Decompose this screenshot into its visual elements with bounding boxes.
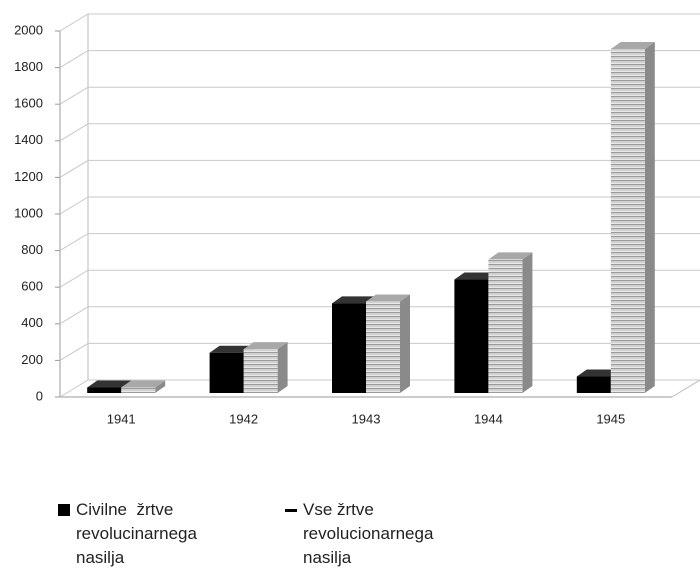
bar-side (644, 41, 655, 394)
bar (610, 48, 645, 394)
bar (121, 387, 156, 393)
x-tick-label: 1943 (352, 411, 381, 426)
bar-top (209, 345, 254, 353)
bar-top (332, 296, 376, 304)
bar (332, 303, 366, 393)
bar-top (576, 369, 621, 377)
bar-top (454, 272, 499, 280)
legend-label: Vse žrtve revolucionarnega nasilja (303, 500, 439, 567)
bar-top (488, 252, 533, 260)
legend-swatch (58, 504, 70, 516)
bar-top (121, 380, 166, 388)
grid-line (59, 13, 700, 32)
y-tick-label: 400 (21, 315, 43, 330)
grid-line (59, 269, 700, 288)
grid-line (59, 123, 700, 142)
bar (366, 301, 400, 393)
bar-side (400, 294, 410, 393)
legend-item: Civilne žrtve revolucinarnega nasilja (58, 498, 248, 570)
bar-side (522, 252, 533, 393)
y-tick-label: 2000 (14, 22, 43, 37)
bar (488, 259, 523, 393)
x-tick-label: 1944 (474, 411, 503, 426)
bar-side (277, 342, 288, 393)
y-tick-label: 1600 (14, 96, 43, 111)
bar (454, 279, 489, 393)
grid-line (59, 86, 700, 105)
y-tick-label: 600 (21, 279, 43, 294)
bar-top (87, 380, 132, 388)
x-tick-label: 1941 (107, 411, 136, 426)
bar (576, 376, 611, 393)
bar (87, 387, 122, 393)
legend-item: Vse žrtve revolucionarnega nasilja (285, 498, 475, 570)
grid-line (59, 159, 700, 178)
y-tick-label: 1800 (14, 59, 43, 74)
bar (243, 349, 278, 393)
x-tick-label: 1945 (596, 411, 625, 426)
legend-label: Civilne žrtve revolucinarnega nasilja (76, 500, 202, 567)
y-tick-label: 0 (36, 388, 43, 403)
y-tick-label: 200 (21, 352, 43, 367)
bar-top (610, 41, 655, 49)
bar-side (155, 380, 166, 393)
y-tick-label: 1200 (14, 169, 43, 184)
y-tick-label: 800 (21, 242, 43, 257)
legend-swatch (285, 509, 297, 512)
grid-line (59, 50, 700, 69)
y-tick-label: 1000 (14, 205, 43, 220)
bar (209, 352, 244, 393)
y-tick-label: 1400 (14, 132, 43, 147)
x-tick-label: 1942 (229, 411, 258, 426)
bar-top (366, 294, 410, 302)
grid-line (59, 196, 700, 215)
chart: 0 200 400 600 800 1000 1200 1400 1600 1800 2000 194… (14, 13, 700, 426)
grid-line (59, 233, 700, 252)
floor-edge (671, 379, 700, 398)
bar-top (243, 342, 288, 350)
